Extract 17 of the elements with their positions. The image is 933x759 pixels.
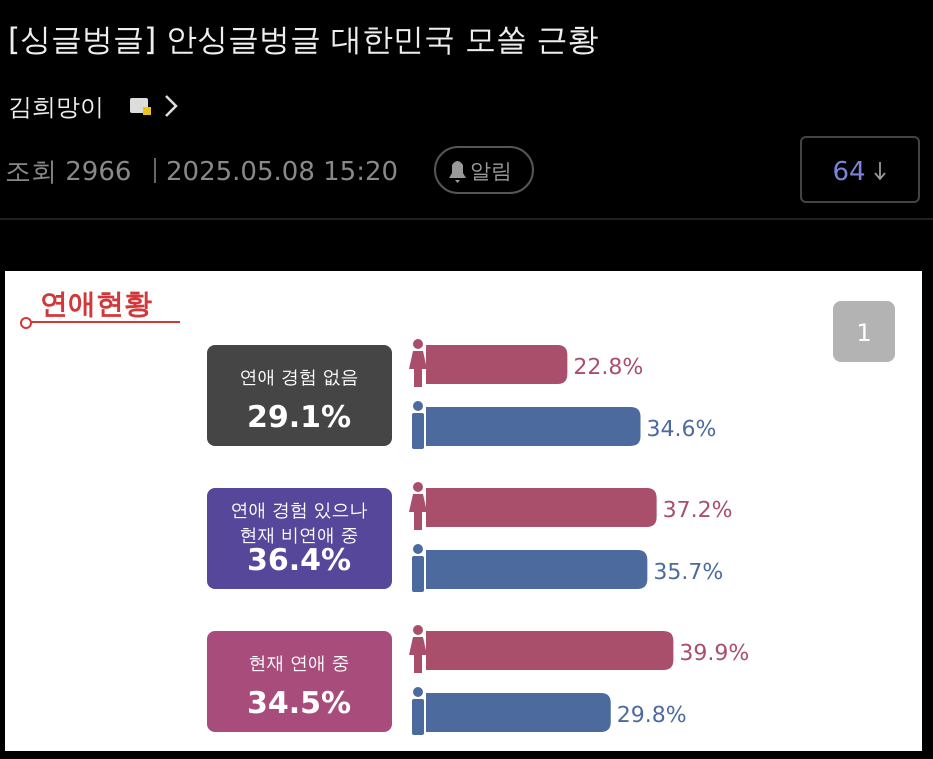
data-label: 29.8%	[616, 703, 687, 728]
data-label: 22.8%	[573, 355, 644, 380]
y-tick-label: 연애 경험 있으나 현재 비연애 중	[230, 500, 368, 546]
text: 2025.05.08 15:20	[166, 157, 398, 187]
text: 조회 2966	[5, 157, 132, 187]
text: 알림	[470, 159, 512, 183]
data-label: 35.7%	[653, 560, 724, 585]
data-label: 39.9%	[679, 641, 750, 666]
data-label: 37.2%	[662, 498, 733, 523]
text: 연애현황	[40, 287, 152, 320]
y-tick-label: 현재 연애 중	[248, 653, 350, 674]
text: [싱글벙글] 안싱글벙글 대한민국 모쏠 근황	[8, 22, 599, 58]
text: 1	[856, 319, 872, 347]
data-label: 34.6%	[646, 417, 716, 442]
y-tick-label: 연애 경험 없음	[239, 367, 359, 388]
text: 김희망이	[8, 93, 104, 121]
text: 64	[832, 157, 866, 187]
